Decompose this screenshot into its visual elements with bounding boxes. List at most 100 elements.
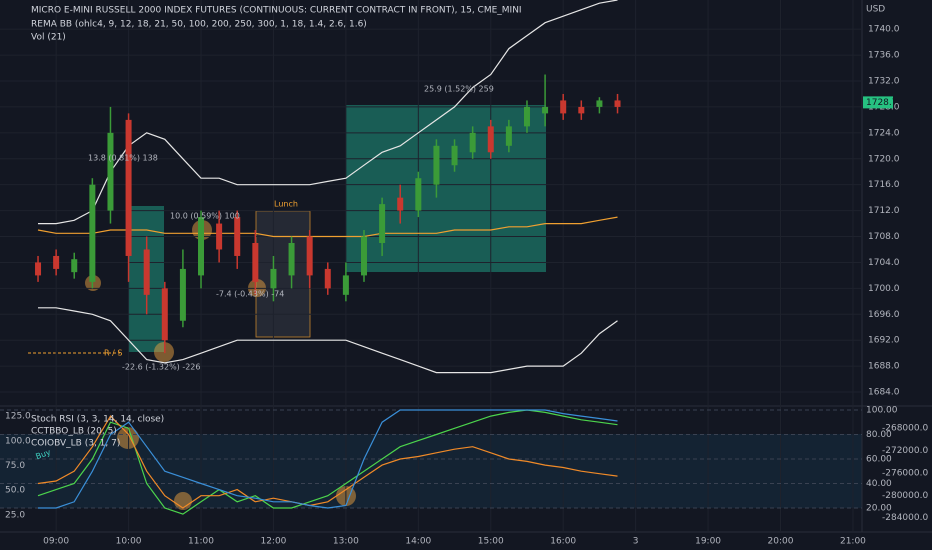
last-price-label: 1728.7 — [866, 98, 898, 108]
y-tick-label: 1716.0 — [868, 180, 900, 190]
candle-body — [397, 197, 404, 211]
candle-body — [143, 249, 150, 295]
y2-tick-label: 40.00 — [866, 479, 892, 489]
candle-body — [505, 126, 512, 146]
y-tick-label: 1700.0 — [868, 284, 900, 294]
candle-body — [614, 100, 621, 107]
chart-title: MICRO E-MINI RUSSELL 2000 INDEX FUTURES … — [31, 6, 522, 16]
candle-body — [179, 268, 186, 321]
y3-tick-label: -268000.0 — [882, 424, 928, 434]
x-tick-label: 21:00 — [840, 537, 866, 547]
y-tick-label: 1720.0 — [868, 154, 900, 164]
indicator-line — [38, 409, 618, 509]
y2-tick-label: 80.00 — [866, 430, 892, 440]
legend-entry: COIOBV_LB (3, 1, 7) — [31, 439, 120, 449]
candle-body — [578, 106, 585, 114]
candle-body — [35, 262, 42, 276]
candle-body — [89, 184, 96, 282]
candle-body — [596, 100, 603, 107]
legend-entry: Stoch RSI (3, 3, 14, 14, close) — [31, 415, 164, 425]
y-tick-label: 1696.0 — [868, 310, 900, 320]
y-tick-label: 1736.0 — [868, 51, 900, 61]
indicator-label: Vol (21) — [31, 33, 66, 43]
y-tick-label: 125.0 — [5, 412, 31, 422]
annotation: 10.0 (0.59%) 100 — [170, 212, 240, 221]
annotation: R / S — [104, 349, 122, 358]
y-tick-label: 1708.0 — [868, 232, 900, 242]
annotation: -22.6 (-1.32%) -226 — [122, 363, 200, 372]
annotation: Lunch — [274, 200, 298, 209]
indicator-line — [38, 0, 618, 225]
candle-body — [324, 268, 331, 289]
candle-body — [198, 217, 205, 276]
candle-body — [415, 178, 422, 211]
y-tick-label: 50.0 — [5, 486, 25, 496]
x-tick-label: 3 — [633, 537, 639, 547]
annotation: 25.9 (1.52%) 259 — [424, 85, 494, 94]
candle-body — [288, 243, 295, 276]
x-tick-label: 09:00 — [43, 537, 69, 547]
candle-body — [270, 268, 277, 289]
candle-body — [107, 132, 114, 211]
x-tick-label: 15:00 — [478, 537, 504, 547]
candle-body — [216, 223, 223, 250]
x-tick-label: 19:00 — [695, 537, 721, 547]
y-tick-label: 25.0 — [5, 510, 25, 520]
y-tick-label: 75.0 — [5, 461, 25, 471]
y3-tick-label: -272000.0 — [882, 446, 928, 456]
stoch-band — [0, 434, 862, 508]
candle-body — [469, 132, 476, 153]
candle-body — [379, 204, 386, 243]
indicator-line — [38, 307, 618, 374]
x-tick-label: 11:00 — [188, 537, 214, 547]
indicator-line — [37, 216, 618, 238]
x-tick-label: 14:00 — [405, 537, 431, 547]
position-box — [346, 105, 546, 272]
candle-body — [53, 255, 60, 269]
candle-body — [542, 106, 549, 114]
y2-tick-label: 100.00 — [866, 405, 898, 415]
y3-tick-label: -280000.0 — [882, 491, 928, 501]
x-tick-label: 12:00 — [260, 537, 286, 547]
candle-body — [523, 106, 530, 127]
candle-body — [234, 217, 241, 256]
currency-label: USD — [866, 5, 885, 15]
x-tick-label: 10:00 — [116, 537, 142, 547]
y2-tick-label: 60.00 — [866, 454, 892, 464]
candle-body — [71, 259, 78, 273]
y-tick-label: 1692.0 — [868, 336, 900, 346]
candle-body — [125, 119, 132, 256]
y3-tick-label: -284000.0 — [882, 513, 928, 523]
legend-entry: CCTBBO_LB (20, 5) — [31, 427, 117, 437]
y-tick-label: 1704.0 — [868, 258, 900, 268]
candle-body — [161, 288, 168, 341]
candle-body — [451, 145, 458, 166]
candle-body — [433, 145, 440, 185]
candle-body — [342, 275, 349, 295]
x-tick-label: 13:00 — [333, 537, 359, 547]
y-tick-label: 1712.0 — [868, 206, 900, 216]
y-tick-label: 100.0 — [5, 436, 31, 446]
y-tick-label: 1688.0 — [868, 362, 900, 372]
y2-tick-label: 20.00 — [866, 503, 892, 513]
y-tick-label: 1684.0 — [868, 388, 900, 398]
lunch-box — [255, 210, 311, 338]
y-tick-label: 1732.0 — [868, 77, 900, 87]
annotation: -7.4 (-0.43%) -74 — [216, 290, 284, 299]
annotation: 13.8 (0.81%) 138 — [88, 154, 158, 163]
last-price-box — [863, 96, 893, 109]
x-tick-label: 20:00 — [768, 537, 794, 547]
candle-body — [487, 126, 494, 153]
y3-tick-label: -276000.0 — [882, 468, 928, 478]
indicator-line — [37, 415, 618, 509]
x-tick-label: 16:00 — [550, 537, 576, 547]
candle-body — [306, 236, 313, 276]
candle-body — [252, 243, 259, 282]
candle-body — [560, 100, 567, 114]
candle-body — [360, 236, 367, 276]
y-tick-label: 1740.0 — [868, 25, 900, 35]
y-tick-label: 1724.0 — [868, 128, 900, 138]
marker — [154, 342, 174, 362]
